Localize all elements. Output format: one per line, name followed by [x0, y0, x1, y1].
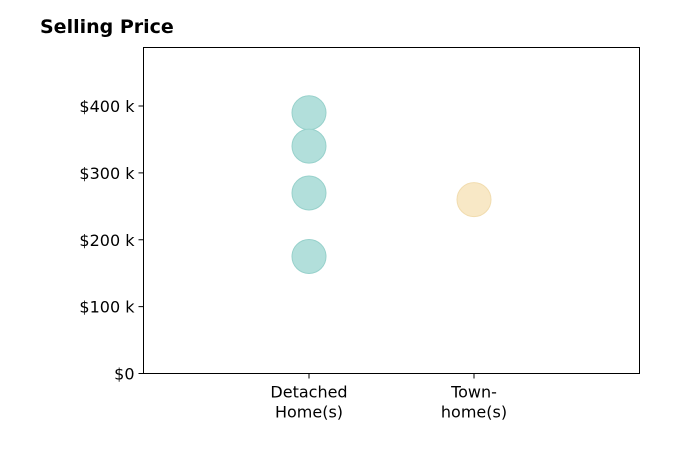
x-tick-label: Detached: [270, 383, 347, 402]
x-tick-label: home(s): [441, 403, 507, 422]
x-tick-label: Home(s): [275, 403, 343, 422]
y-tick-label: $400 k: [79, 97, 135, 116]
y-tick-label: $100 k: [79, 298, 135, 317]
y-tick-label: $0: [114, 365, 134, 384]
plot-frame: [143, 47, 640, 374]
data-points: [291, 95, 492, 274]
data-point: [291, 238, 327, 274]
data-point: [456, 182, 492, 218]
x-tick-label: Town-: [450, 383, 497, 402]
y-tick-label: $300 k: [79, 164, 135, 183]
data-point: [291, 175, 327, 211]
chart-title: Selling Price: [40, 16, 174, 38]
y-axis: $0 $100 k $200 k $300 k $400 k: [79, 97, 144, 384]
data-point: [291, 95, 327, 131]
y-tick-label: $200 k: [79, 231, 135, 250]
data-point: [291, 128, 327, 164]
